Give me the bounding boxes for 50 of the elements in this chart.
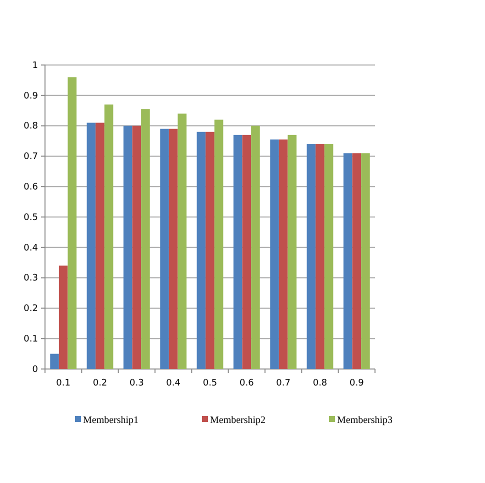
y-tick-label: 1	[32, 60, 38, 71]
bar	[251, 126, 260, 369]
bar	[270, 139, 279, 369]
y-tick-label: 0.9	[24, 91, 38, 102]
y-tick-label: 0.8	[24, 122, 38, 132]
bar	[306, 144, 316, 369]
bar	[233, 134, 242, 369]
x-tick-label: 0.4	[166, 378, 181, 388]
bar	[168, 128, 178, 369]
bar	[316, 144, 324, 369]
y-tick-label: 0.2	[24, 304, 38, 314]
y-tick-label: 0.5	[24, 212, 38, 223]
bar	[50, 354, 59, 369]
bar	[214, 120, 224, 369]
bar	[141, 109, 150, 369]
x-tick-label: 0.3	[130, 378, 144, 388]
y-tick-label: 0.6	[24, 182, 38, 192]
bar	[58, 266, 68, 369]
bar	[86, 122, 96, 369]
bar	[196, 132, 206, 369]
bar	[96, 122, 104, 369]
bar	[123, 126, 132, 369]
x-tick-label: 0.6	[240, 378, 254, 388]
y-tick-label: 0.7	[24, 152, 38, 162]
x-tick-label: 0.7	[276, 378, 290, 388]
bar	[132, 126, 142, 369]
bar	[278, 139, 288, 369]
bar	[68, 77, 77, 369]
bar	[104, 104, 114, 369]
y-tick-label: 0.1	[24, 334, 38, 344]
y-tick-label: 0.4	[24, 243, 38, 254]
bar	[178, 114, 187, 369]
bar	[352, 153, 362, 369]
bar	[343, 153, 352, 369]
x-tick-label: 0.2	[92, 378, 108, 388]
x-tick-label: 0.8	[312, 378, 328, 388]
x-tick-label: 0.1	[56, 378, 70, 388]
x-tick-label: 0.9	[350, 378, 364, 388]
bar	[324, 144, 334, 369]
y-tick-label: 0.3	[24, 274, 38, 284]
bar	[242, 134, 252, 369]
legend-label: Membership3	[337, 415, 393, 426]
y-tick-label: 0	[32, 364, 38, 375]
bar	[160, 128, 169, 369]
bar	[361, 153, 370, 369]
bar	[206, 132, 214, 369]
x-tick-label: 0.5	[202, 378, 218, 388]
legend-label: Membership2	[210, 415, 266, 426]
legend-label: Membership1	[83, 415, 139, 426]
bar	[288, 134, 297, 369]
